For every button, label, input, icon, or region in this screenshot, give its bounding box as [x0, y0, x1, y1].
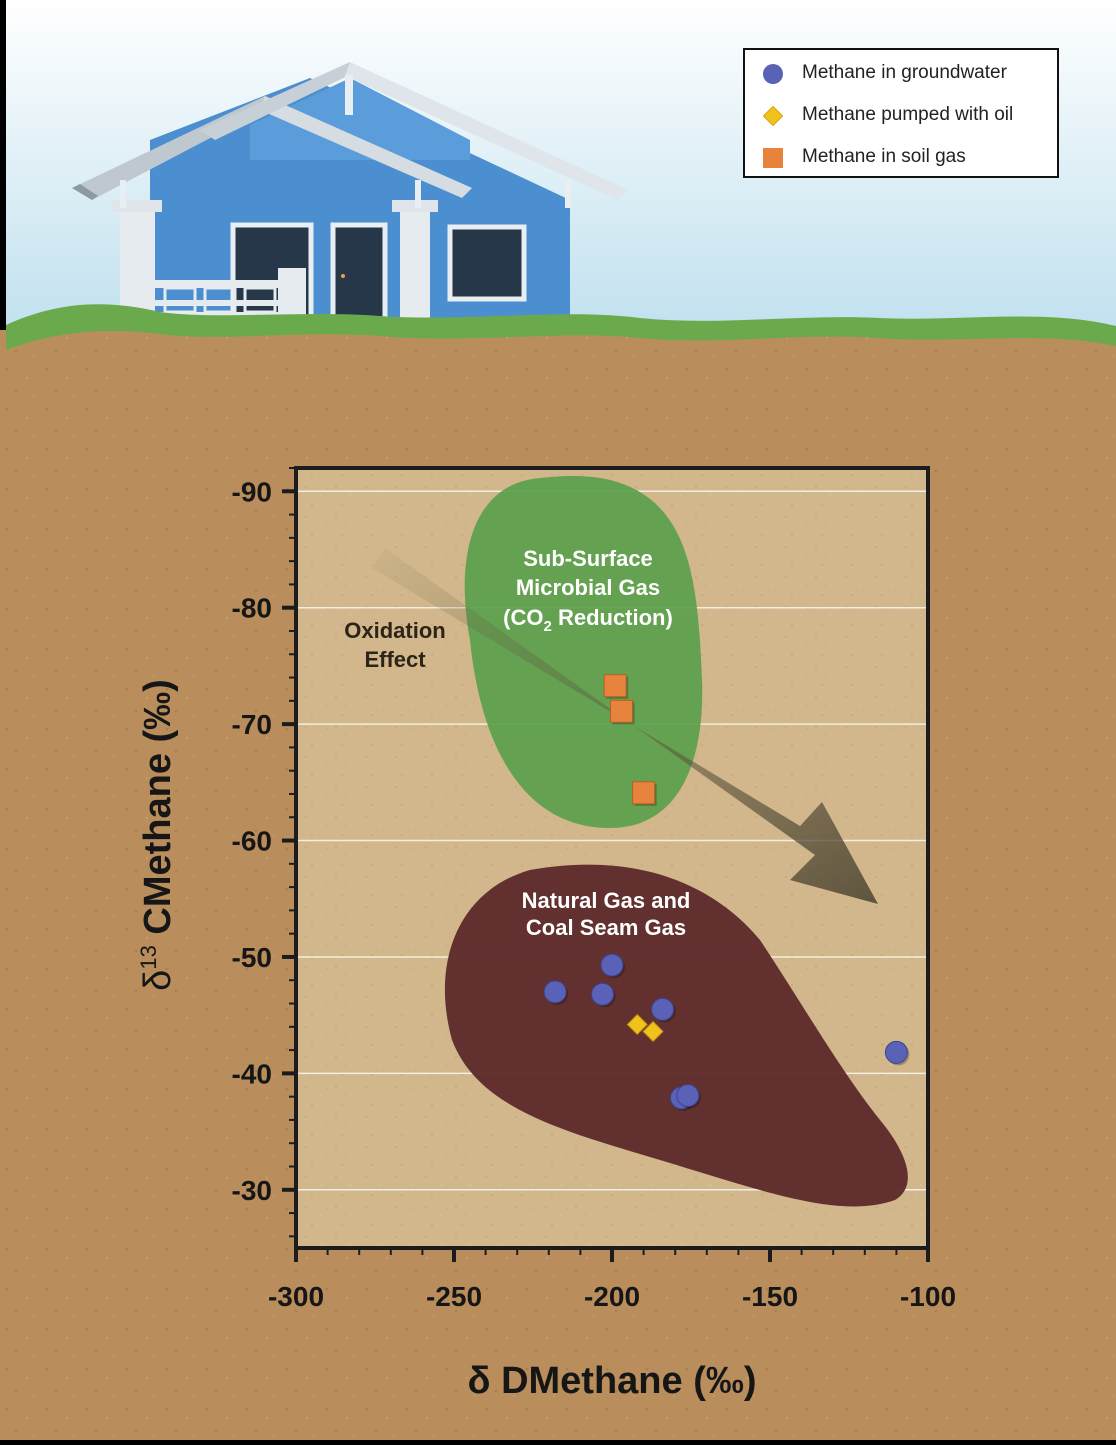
x-tick-label: -250	[426, 1281, 482, 1312]
legend-label-groundwater: Methane in groundwater	[802, 62, 1007, 83]
groundwater-point	[676, 1083, 700, 1107]
x-axis-title: δ DMethane (‰)	[467, 1360, 756, 1402]
soil-gas-point	[632, 781, 656, 805]
groundwater-point	[651, 997, 675, 1021]
legend-label-oil: Methane pumped with oil	[802, 104, 1014, 125]
y-axis-title-sup: 13	[136, 945, 161, 969]
legend-item-oil: Methane pumped with oil	[745, 100, 1057, 130]
y-axis-title: δ13 CMethane (‰)	[136, 679, 179, 991]
groundwater-point	[543, 980, 567, 1004]
y-axis-title-main: CMethane (‰)	[137, 679, 179, 945]
legend-label-soil-gas: Methane in soil gas	[802, 146, 966, 167]
legend-item-groundwater: Methane in groundwater	[745, 58, 1057, 88]
oil-point	[626, 1013, 648, 1036]
oxidation-arrow	[372, 548, 878, 904]
natural-label-line1: Natural Gas and	[522, 888, 691, 913]
x-tick-label: -150	[742, 1281, 798, 1312]
region-labels: Sub-Surface Microbial Gas (CO2 Reduction…	[344, 546, 690, 940]
axes-frame	[294, 466, 930, 1250]
groundwater-point	[591, 982, 615, 1006]
y-tick-label: -30	[232, 1175, 272, 1206]
microbial-label-line2: Microbial Gas	[516, 575, 660, 600]
x-tick-label: -100	[900, 1281, 956, 1312]
soil-gas-point	[603, 674, 627, 698]
legend: Methane in groundwater Methane pumped wi…	[743, 48, 1059, 178]
legend-item-soil-gas: Methane in soil gas	[745, 142, 1057, 172]
soil-gas-point	[609, 699, 633, 723]
microbial-label-co: (CO	[503, 605, 543, 630]
oxidation-label-line2: Effect	[364, 647, 426, 672]
y-axis-title-delta: δ	[137, 970, 179, 991]
groundwater-point	[884, 1040, 908, 1064]
circle-marker-icon	[763, 64, 783, 84]
x-tick-label: -300	[268, 1281, 324, 1312]
y-tick-label: -60	[232, 826, 272, 857]
y-tick-label: -50	[232, 942, 272, 973]
microbial-label-sub: 2	[543, 618, 551, 635]
microbial-label-post: Reduction)	[552, 605, 673, 630]
region-microbial	[464, 476, 703, 828]
y-tick-label: -40	[232, 1058, 272, 1089]
oil-point	[642, 1020, 664, 1043]
square-marker-icon	[763, 148, 783, 168]
region-natural	[444, 864, 908, 1207]
ticks	[282, 467, 930, 1262]
tick-labels: -90 -80 -70 -60 -50 -40 -30 -300 -250 -200 -150 -10…	[232, 476, 956, 1312]
y-tick-label: -80	[232, 593, 272, 624]
microbial-label-line3: (CO2 Reduction)	[503, 605, 673, 635]
groundwater-point	[600, 953, 624, 977]
x-tick-label: -200	[584, 1281, 640, 1312]
diamond-marker-icon	[762, 105, 784, 127]
microbial-label-line1: Sub-Surface	[523, 546, 653, 571]
y-tick-label: -70	[232, 709, 272, 740]
natural-label-line2: Coal Seam Gas	[526, 915, 686, 940]
oxidation-label-line1: Oxidation	[344, 618, 445, 643]
data-points	[543, 674, 910, 1111]
grass	[6, 304, 1116, 350]
y-tick-label: -90	[232, 476, 272, 507]
